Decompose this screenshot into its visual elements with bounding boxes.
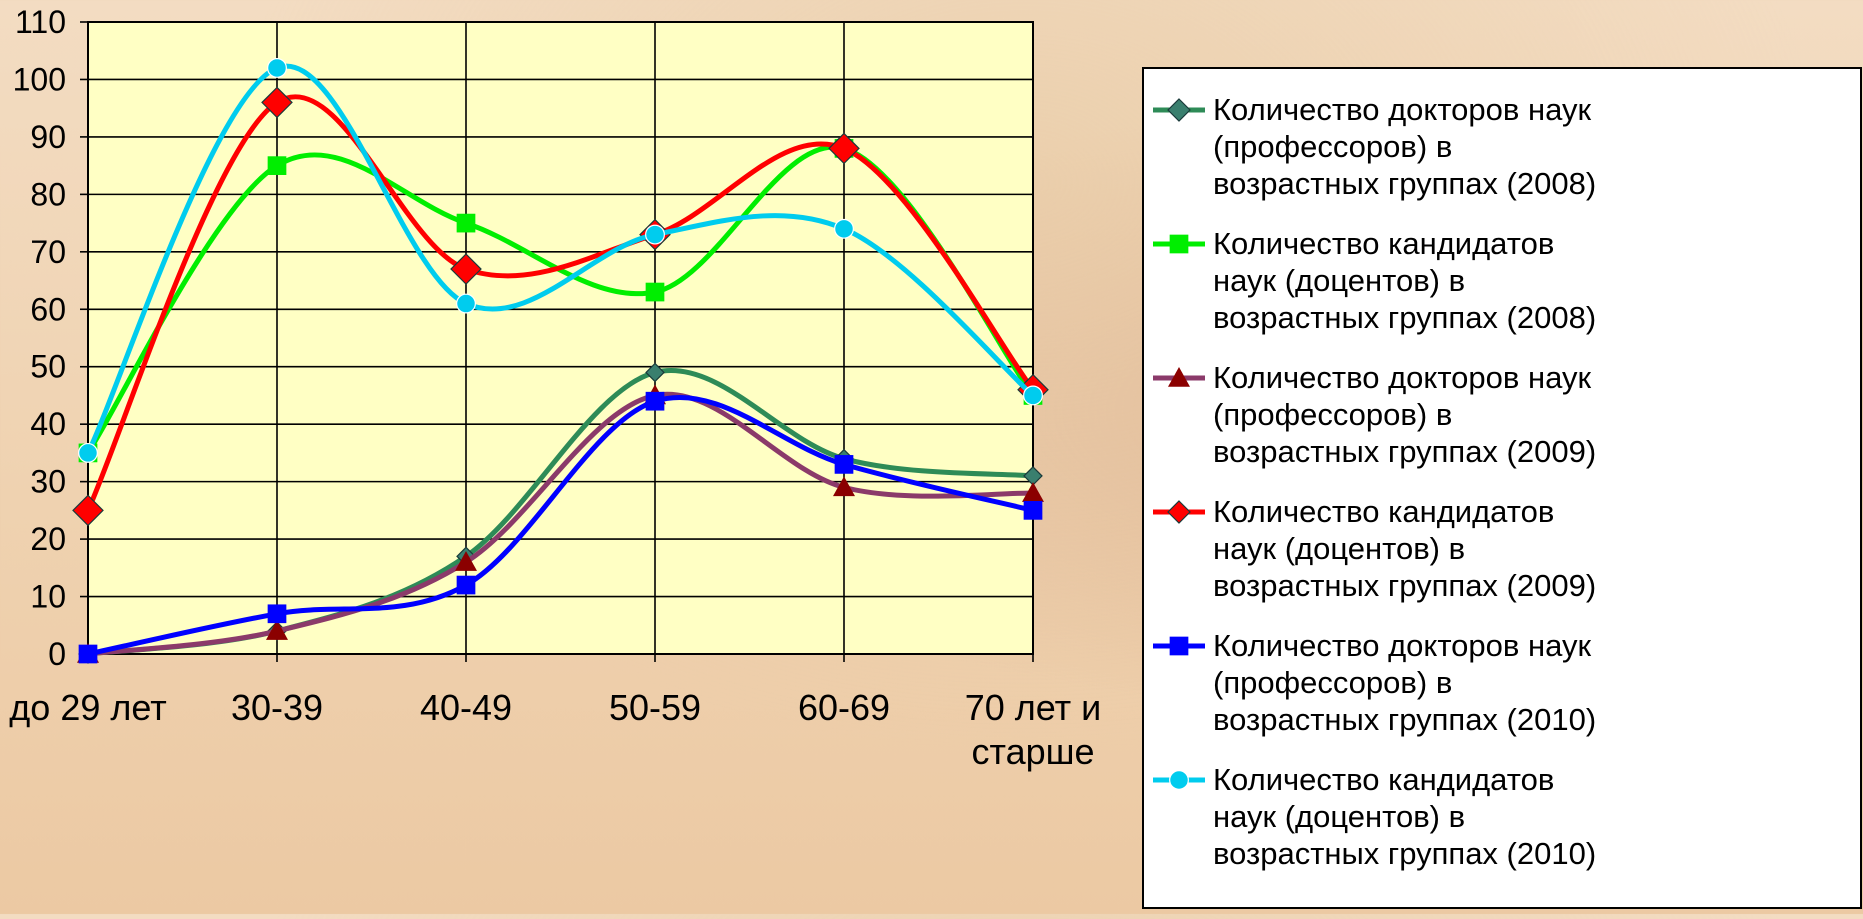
data-point [78,442,98,463]
data-point [72,494,104,527]
data-point [261,86,293,119]
y-tick-label: 90 [30,119,66,155]
data-point [1023,385,1043,406]
x-tick-label: 50-59 [609,687,701,728]
legend-marker [1169,770,1189,790]
y-tick-label: 80 [30,176,66,212]
legend-marker [1169,636,1189,656]
data-point [78,644,98,664]
series-line [85,394,1036,657]
series-group [72,58,1049,664]
data-point [455,551,477,571]
data-point [645,282,665,302]
series-line [85,63,1036,456]
series-line [85,94,1036,513]
plot-background [87,21,1034,655]
series-6 [78,58,1043,463]
legend-marker [1169,234,1189,254]
data-point [267,604,287,624]
y-tick-label: 20 [30,521,66,557]
x-tick-label: до 29 лет [9,687,166,728]
data-point [456,293,476,314]
y-tick-label: 30 [30,464,66,500]
legend-entry: Количество кандидатов наук (доцентов) в во… [1153,226,1596,335]
legend-entry: Количество кандидатов наук (доцентов) в во… [1153,762,1596,871]
y-tick-label: 0 [48,636,66,672]
y-tick-label: 40 [30,406,66,442]
data-point [834,455,854,474]
plot-area-group [87,21,1034,655]
data-point [645,391,665,411]
data-point [266,620,288,640]
y-tick-label: 110 [15,4,66,40]
data-point [267,58,287,78]
y-tick-label: 70 [30,234,66,270]
legend-box [1142,67,1862,909]
series-line [85,391,1036,657]
data-point [828,132,860,165]
series-5 [78,391,1043,664]
legend-label: Количество кандидатов наук (доцентов) в во… [1213,494,1596,603]
data-point [1022,482,1044,502]
data-point [456,213,476,233]
legend-label: Количество кандидатов наук (доцентов) в во… [1213,762,1596,871]
data-point [1023,501,1043,520]
y-tick-label: 60 [30,291,66,327]
data-point [834,218,854,239]
y-tick-label: 10 [30,579,66,615]
data-point [450,253,482,285]
legend-marker [1167,98,1191,122]
legend-marker [1168,367,1190,387]
x-tick-label: 40-49 [420,687,512,728]
data-point [456,575,476,595]
legend-label: Количество кандидатов наук (доцентов) в во… [1213,226,1596,335]
y-tick-label: 100 [13,61,66,97]
axis-group: 0 10 20 30 40 50 60 70 80 90 100 110 до 29 лет 30-39 4… [9,4,1101,772]
x-tick-label: 60-69 [798,687,890,728]
legend-marker [1167,500,1191,524]
data-point [645,224,665,245]
data-point [833,476,855,497]
data-point [645,362,665,383]
legend-entry: Количество кандидатов наук (доцентов) в во… [1153,494,1596,603]
data-point [267,156,287,175]
x-tick-label: 30-39 [231,687,323,728]
x-tick-label: 70 лет и старше [965,687,1101,772]
y-tick-label: 50 [30,349,66,385]
